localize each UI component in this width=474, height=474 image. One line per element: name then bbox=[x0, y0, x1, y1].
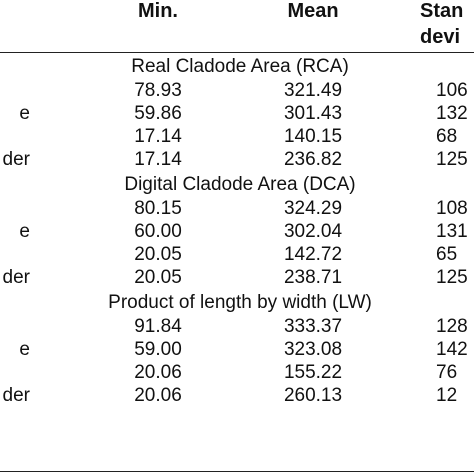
cell: 321.49 bbox=[283, 80, 343, 101]
cell: 155.22 bbox=[283, 362, 343, 383]
cell: 76 bbox=[436, 362, 458, 383]
cell: 238.71 bbox=[283, 267, 343, 288]
row-label: der bbox=[2, 267, 30, 288]
cell: 236.82 bbox=[283, 149, 343, 170]
cell: 142.72 bbox=[283, 244, 343, 265]
cell: 80.15 bbox=[134, 198, 182, 219]
cell: 68 bbox=[436, 126, 458, 147]
cell: 106 bbox=[436, 80, 468, 101]
row-label: e bbox=[19, 339, 30, 360]
cell: 78.93 bbox=[134, 80, 182, 101]
cell: 260.13 bbox=[283, 385, 343, 406]
cell: 20.06 bbox=[134, 385, 182, 406]
cell: 142 bbox=[436, 339, 468, 360]
cell: 108 bbox=[436, 198, 468, 219]
cell: 17.14 bbox=[134, 149, 182, 170]
row-label: e bbox=[19, 221, 30, 242]
cell: 12 bbox=[436, 385, 458, 406]
cell: 65 bbox=[436, 244, 458, 265]
cell: 140.15 bbox=[283, 126, 343, 147]
cell: 324.29 bbox=[283, 198, 343, 219]
cell: 20.06 bbox=[134, 362, 182, 383]
row-label: der bbox=[2, 385, 30, 406]
cell: 59.00 bbox=[134, 339, 182, 360]
cell: 125 bbox=[436, 149, 468, 170]
cell: 125 bbox=[436, 267, 468, 288]
column-header: Min. bbox=[138, 0, 178, 22]
cell: 59.86 bbox=[134, 103, 182, 124]
cell: 302.04 bbox=[283, 221, 343, 242]
cell: 20.05 bbox=[134, 267, 182, 288]
section-title: Product of length by width (LW) bbox=[108, 292, 372, 313]
bottom-rule bbox=[0, 471, 474, 472]
cell: 17.14 bbox=[134, 126, 182, 147]
cell: 323.08 bbox=[283, 339, 343, 360]
section-title: Digital Cladode Area (DCA) bbox=[124, 174, 356, 195]
cell: 132 bbox=[436, 103, 468, 124]
section-title: Real Cladode Area (RCA) bbox=[131, 56, 349, 77]
cell: 60.00 bbox=[134, 221, 182, 242]
column-header: devi bbox=[420, 26, 461, 48]
cell: 301.43 bbox=[283, 103, 343, 124]
cell: 333.37 bbox=[283, 316, 343, 337]
cell: 20.05 bbox=[134, 244, 182, 265]
header-rule bbox=[0, 52, 474, 53]
row-label: e bbox=[19, 103, 30, 124]
row-label: der bbox=[2, 149, 30, 170]
column-header: Mean bbox=[287, 0, 339, 22]
column-header: Stan bbox=[420, 0, 464, 22]
cell: 91.84 bbox=[134, 316, 182, 337]
cell: 128 bbox=[436, 316, 468, 337]
cell: 131 bbox=[436, 221, 468, 242]
